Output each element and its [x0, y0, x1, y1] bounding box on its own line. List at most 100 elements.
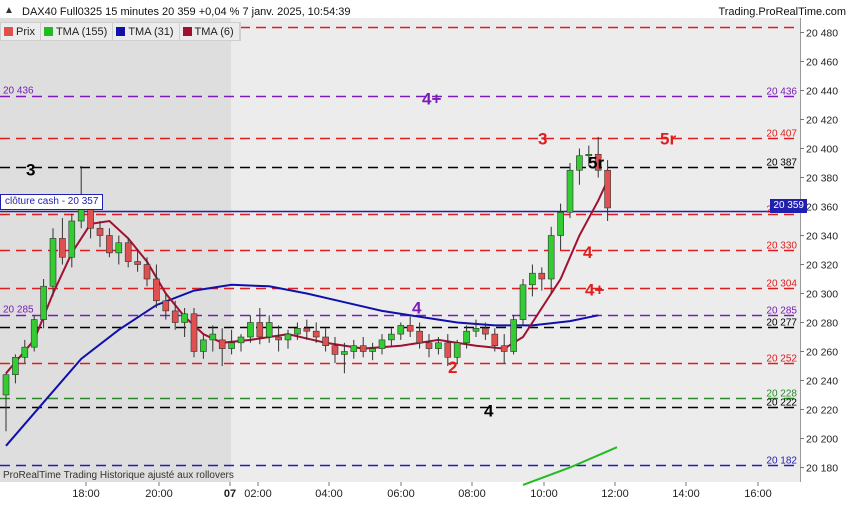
candle-body	[209, 333, 217, 341]
level-tag: 4+	[585, 281, 604, 300]
price-tick-label: 20 240	[806, 376, 838, 388]
level-value-label: 20 182	[766, 456, 797, 467]
legend-item-tma6[interactable]: TMA (6)	[180, 23, 240, 40]
price-tick-label: 20 300	[806, 289, 838, 301]
footer-note: ProRealTime Trading Historique ajusté au…	[3, 470, 234, 481]
level-tag: 4	[583, 243, 593, 262]
price-tick-label: 20 180	[806, 463, 838, 475]
price-tick-label: 20 440	[806, 86, 838, 98]
prix-swatch-icon	[4, 27, 13, 36]
candle-body	[115, 242, 123, 254]
candle-body	[406, 325, 414, 332]
legend-item-tma155[interactable]: TMA (155)	[41, 23, 114, 40]
candle-body	[604, 169, 611, 209]
candle-body	[322, 336, 329, 346]
level-tag: 3	[538, 129, 547, 148]
candle-body	[190, 313, 198, 352]
level-tag: 5r	[660, 129, 676, 148]
level-value-label: 20 330	[766, 241, 797, 252]
current-price-tag: 20 359	[770, 199, 807, 213]
level-value-label: 20 277	[766, 318, 797, 329]
series-line	[5, 283, 599, 447]
level-value-label: 20 304	[766, 279, 797, 290]
candle-body	[294, 327, 301, 335]
candle-body	[491, 333, 499, 347]
level-value-label: 20 252	[766, 354, 797, 365]
candle-body	[312, 330, 320, 338]
level-value-label: 20 407	[766, 129, 797, 140]
candle-body	[124, 242, 132, 262]
level-tag: 4	[412, 298, 422, 317]
candles	[2, 136, 611, 432]
level-value-label: 20 387	[766, 158, 797, 169]
candle-body	[40, 285, 47, 320]
price-tick-label: 20 360	[806, 202, 838, 214]
price-tick-label: 20 380	[806, 173, 838, 185]
candle-body	[472, 327, 480, 332]
candle-body	[143, 264, 151, 280]
time-tick-label: 08:00	[458, 488, 486, 500]
candle-body	[557, 212, 564, 236]
candle-body	[538, 272, 546, 280]
candle-body	[547, 235, 555, 280]
candle-body	[30, 319, 38, 348]
price-tick-label: 20 220	[806, 405, 838, 417]
time-tick-label: 04:00	[315, 488, 343, 500]
price-tick-label: 20 280	[806, 318, 838, 330]
tma155-swatch-icon	[43, 27, 53, 36]
candle-body	[21, 346, 29, 358]
time-tick-label: 02:00	[244, 488, 272, 500]
candle-body	[265, 322, 273, 338]
legend-item-prix[interactable]: Prix	[1, 23, 41, 40]
candle-body	[134, 261, 141, 265]
level-tag: 5r	[588, 153, 604, 172]
candle-body	[275, 336, 282, 341]
candle-body	[369, 348, 376, 352]
candle-body	[341, 351, 348, 355]
time-tick-label: 06:00	[387, 488, 415, 500]
tma31-swatch-icon	[116, 27, 126, 36]
price-tick-label: 20 320	[806, 260, 838, 272]
candle-body	[2, 374, 10, 396]
candle-body	[218, 339, 226, 349]
level-value-label: 20 285	[766, 306, 797, 317]
candle-body	[96, 227, 104, 236]
candle-body	[284, 333, 292, 341]
legend-item-tma31[interactable]: TMA (31)	[113, 23, 180, 40]
candle-body	[303, 327, 311, 332]
collapse-arrow-icon[interactable]: ▲	[4, 5, 14, 16]
candle-body	[200, 339, 207, 352]
legend-label: TMA (6)	[194, 25, 234, 38]
level-tags: 4+ 3 5r 3 5r 4 4+ 4 2 4	[26, 89, 676, 420]
price-tick-label: 20 420	[806, 115, 838, 127]
price-tick-label: 20 460	[806, 57, 838, 69]
level-left-label: 20 436	[3, 85, 34, 96]
candle-body	[585, 154, 593, 157]
candle-body	[181, 313, 188, 323]
time-tick-label: 18:00	[72, 488, 100, 500]
candle-body	[416, 330, 423, 344]
candle-body	[500, 345, 508, 352]
candle-body	[425, 342, 433, 349]
legend: Prix TMA (155) TMA (31) TMA (6)	[0, 22, 241, 41]
candle-body	[256, 322, 264, 338]
level-value-label: 20 222	[766, 398, 797, 409]
candle-body	[435, 342, 442, 349]
candle-body	[59, 238, 66, 258]
cash-close-label: clôture cash - 20 357	[0, 194, 104, 210]
price-tick-label: 20 260	[806, 347, 838, 359]
price-tick-label: 20 200	[806, 434, 838, 446]
candle-body	[153, 278, 160, 302]
candle-body	[237, 336, 245, 344]
candle-body	[228, 342, 235, 349]
candle-body	[519, 284, 527, 320]
series-line	[522, 446, 618, 486]
candle-body	[68, 220, 76, 258]
candle-body	[388, 333, 395, 341]
candle-body	[566, 169, 574, 213]
level-tag: 4	[484, 402, 494, 421]
time-tick-label: 16:00	[744, 488, 772, 500]
time-tick-label: 07	[224, 488, 236, 500]
brand-label: Trading.ProRealTime.com	[718, 6, 846, 18]
